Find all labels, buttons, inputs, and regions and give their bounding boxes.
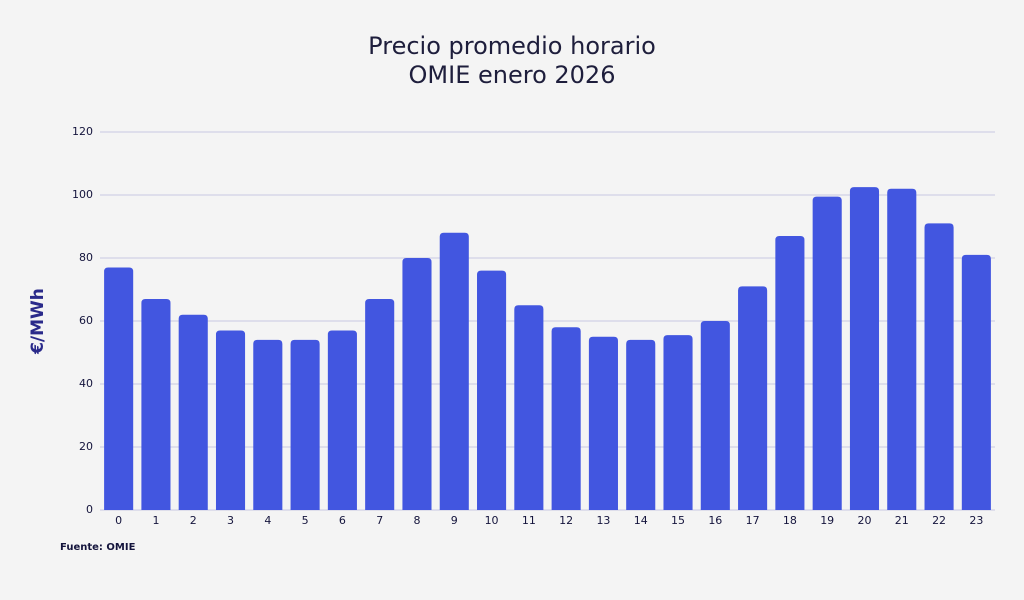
source-note: Fuente: OMIE — [60, 542, 136, 553]
bar — [626, 339, 656, 510]
y-tick-label: 100 — [72, 188, 93, 201]
bar — [178, 314, 208, 510]
y-tick-label: 80 — [79, 251, 93, 264]
bar — [849, 187, 880, 510]
bar — [439, 232, 469, 511]
bar — [775, 235, 805, 510]
bar — [365, 298, 395, 510]
x-tick-label: 23 — [969, 514, 983, 527]
y-tick-label: 40 — [79, 377, 93, 390]
x-tick-label: 14 — [634, 514, 648, 527]
x-tick-label: 18 — [783, 514, 797, 527]
y-tick-label: 60 — [79, 314, 93, 327]
bar — [477, 270, 507, 510]
x-tick-label: 6 — [339, 514, 346, 527]
bar — [104, 267, 134, 510]
chart-title: Precio promedio horario — [368, 32, 656, 60]
x-tick-label: 5 — [302, 514, 309, 527]
x-tick-label: 0 — [115, 514, 122, 527]
bar — [588, 336, 618, 510]
bar — [551, 327, 581, 510]
bar — [887, 188, 917, 510]
y-tick-label: 120 — [72, 125, 93, 138]
bar — [738, 286, 768, 510]
bar — [961, 254, 991, 510]
bar — [215, 330, 246, 510]
bar — [700, 321, 730, 510]
bar — [327, 330, 357, 510]
x-tick-label: 12 — [559, 514, 573, 527]
x-tick-label: 7 — [376, 514, 383, 527]
bar — [402, 258, 432, 510]
x-tick-label: 17 — [746, 514, 760, 527]
x-tick-label: 19 — [820, 514, 834, 527]
bar — [514, 305, 544, 510]
x-tick-label: 22 — [932, 514, 946, 527]
y-tick-label: 20 — [79, 440, 93, 453]
y-axis-label: €/MWh — [28, 288, 48, 355]
x-tick-label: 11 — [522, 514, 536, 527]
x-tick-label: 1 — [152, 514, 159, 527]
x-tick-label: 20 — [857, 514, 871, 527]
x-tick-label: 15 — [671, 514, 685, 527]
bar — [253, 339, 283, 510]
x-tick-label: 3 — [227, 514, 234, 527]
x-tick-label: 16 — [708, 514, 722, 527]
chart-title: OMIE enero 2026 — [409, 61, 616, 89]
x-tick-label: 21 — [895, 514, 909, 527]
x-tick-label: 8 — [413, 514, 420, 527]
x-tick-label: 9 — [451, 514, 458, 527]
x-tick-label: 2 — [190, 514, 197, 527]
x-tick-label: 13 — [596, 514, 610, 527]
x-tick-label: 4 — [264, 514, 271, 527]
x-tick-label: 10 — [485, 514, 499, 527]
bar — [290, 339, 320, 510]
bar — [924, 223, 954, 510]
bar — [663, 335, 693, 510]
bar — [141, 298, 171, 510]
bar — [812, 196, 842, 510]
y-tick-label: 0 — [86, 503, 93, 516]
